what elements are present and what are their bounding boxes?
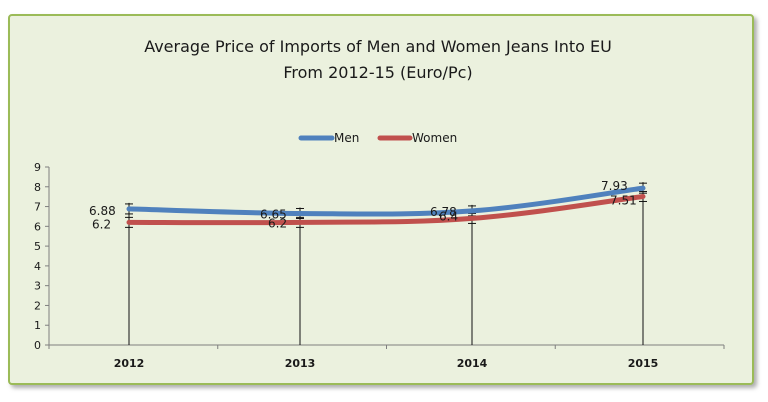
- data-label-women: 6.2: [92, 217, 111, 231]
- legend-label-women: Women: [412, 131, 457, 145]
- y-tick-label: 2: [34, 299, 41, 312]
- series-line-women: [126, 193, 646, 226]
- data-label-men: 7.93: [601, 179, 628, 193]
- legend-label-men: Men: [334, 131, 359, 145]
- y-tick-label: 4: [34, 260, 41, 273]
- y-tick-label: 5: [34, 240, 41, 253]
- y-tick-label: 8: [34, 181, 41, 194]
- y-tick-label: 3: [34, 280, 41, 293]
- chart-title-line-2: From 2012-15 (Euro/Pc): [283, 63, 472, 82]
- plot-area: 0 1 2 3 4 5 6 7 8 9 2012 2013 2014 2015 6.88 6.65 6.78 7.…: [34, 161, 725, 370]
- data-label-women: 6.2: [268, 216, 287, 230]
- chart-title-line-1: Average Price of Imports of Men and Wome…: [144, 37, 612, 56]
- legend: Men Women: [298, 131, 457, 145]
- data-label-men: 6.78: [430, 205, 457, 219]
- x-category-label: 2015: [628, 357, 659, 370]
- data-label-men: 6.65: [260, 207, 287, 221]
- chart-area: [8, 14, 754, 385]
- data-label-women: 6.4: [439, 209, 458, 223]
- data-label-women: 7.51: [610, 193, 637, 207]
- y-tick-label: 9: [34, 161, 41, 174]
- x-category-label: 2013: [285, 357, 316, 370]
- y-tick-label: 7: [34, 201, 41, 214]
- y-tick-label: 1: [34, 319, 41, 332]
- x-category-label: 2014: [457, 357, 488, 370]
- y-tick-label: 0: [34, 339, 41, 352]
- data-label-men: 6.88: [89, 204, 116, 218]
- x-category-label: 2012: [114, 357, 145, 370]
- series-line-men: [126, 185, 646, 217]
- y-tick-label: 6: [34, 220, 41, 233]
